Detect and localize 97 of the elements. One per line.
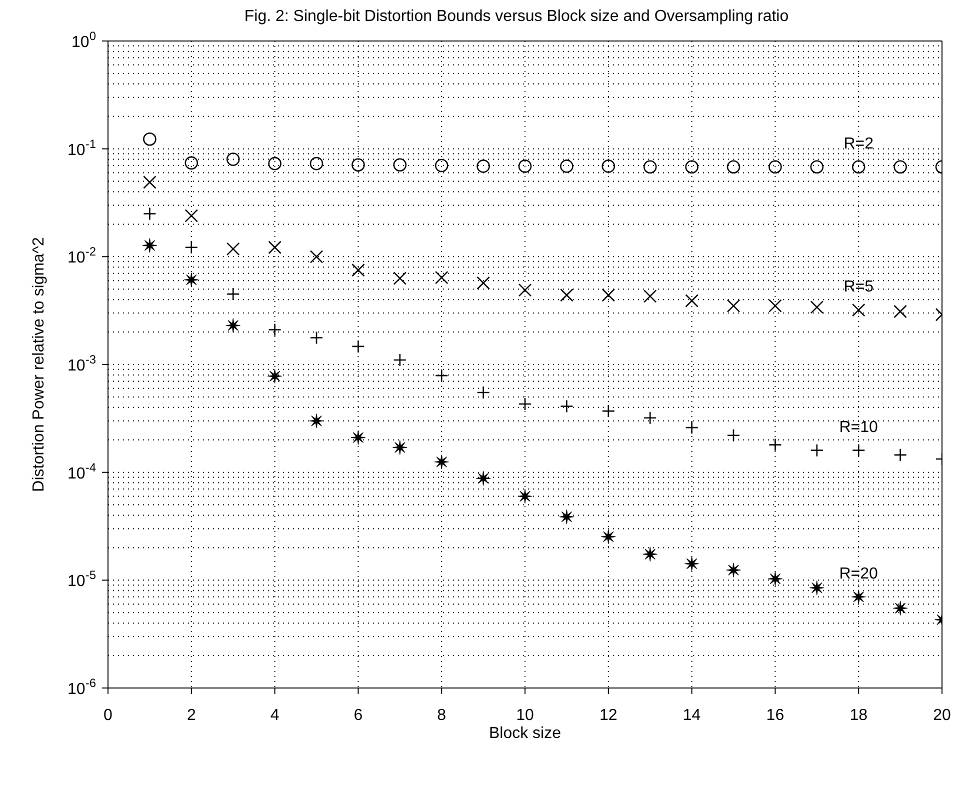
point <box>350 430 366 445</box>
point <box>434 368 448 382</box>
point <box>184 156 198 170</box>
point <box>602 288 616 302</box>
x-tick-label: 10 <box>516 707 534 724</box>
point <box>810 300 824 314</box>
point <box>184 272 199 288</box>
point <box>268 156 282 170</box>
point <box>352 263 365 277</box>
point <box>393 353 407 367</box>
y-tick-label: 10$^{-5}$ <box>68 568 96 590</box>
point <box>226 318 240 333</box>
point <box>726 160 740 174</box>
point <box>894 160 907 174</box>
series-label: R=10 <box>839 418 878 436</box>
point <box>685 294 698 308</box>
point <box>560 288 574 302</box>
point <box>894 448 907 462</box>
y-tick-label: 10$^{-6}$ <box>68 676 96 698</box>
point <box>184 240 198 254</box>
point <box>476 276 490 290</box>
point <box>226 152 240 166</box>
point <box>684 556 700 572</box>
point <box>852 160 866 174</box>
point <box>810 160 824 174</box>
point <box>393 158 407 172</box>
x-tick-label: 20 <box>933 707 951 724</box>
point <box>810 580 824 596</box>
series-label: R=5 <box>844 278 874 296</box>
point <box>393 272 407 285</box>
point <box>310 331 324 344</box>
point <box>310 250 324 264</box>
point <box>309 414 324 428</box>
point <box>434 270 448 284</box>
point <box>434 158 448 172</box>
point <box>768 571 782 586</box>
y-axis-title: Distortion Power relative to sigma^2 <box>30 237 48 492</box>
x-tick-label: 2 <box>186 707 196 724</box>
point <box>226 242 240 256</box>
point <box>602 404 616 418</box>
point <box>352 158 365 172</box>
point <box>643 290 657 303</box>
point <box>768 299 782 312</box>
x-tick-label: 18 <box>850 707 868 724</box>
point <box>726 428 740 442</box>
point <box>518 397 532 411</box>
y-tick-label: 10$^{-2}$ <box>68 244 96 267</box>
series-label: R=2 <box>844 135 874 152</box>
point <box>226 287 240 301</box>
y-tick-label: 10$^{-4}$ <box>68 460 96 482</box>
point <box>476 160 490 173</box>
point <box>268 368 282 384</box>
point <box>852 444 866 457</box>
point <box>560 160 574 173</box>
point <box>602 160 616 173</box>
point <box>893 600 908 616</box>
point <box>726 562 741 578</box>
x-tick-label: 6 <box>354 707 363 724</box>
point <box>685 420 698 434</box>
x-axis-title: Block size <box>488 725 562 742</box>
point <box>518 160 532 173</box>
point <box>518 283 532 297</box>
point <box>268 240 282 254</box>
y-tick-label: 10$^{0}$ <box>72 29 96 51</box>
point <box>184 209 198 222</box>
series-label: R=20 <box>839 565 878 582</box>
point <box>726 299 740 312</box>
point <box>810 444 824 457</box>
point <box>310 156 324 170</box>
x-tick-label: 0 <box>104 707 113 724</box>
chart-title: Fig. 2: Single-bit Distortion Bounds versus Block size and Oversampling ratio <box>243 8 790 27</box>
point <box>643 160 657 174</box>
point <box>434 454 449 470</box>
point <box>352 340 365 354</box>
point <box>559 509 574 524</box>
y-tick-label: 10$^{-3}$ <box>68 352 96 374</box>
x-tick-label: 14 <box>682 707 701 724</box>
point <box>601 529 616 544</box>
point <box>852 303 866 317</box>
y-tick-label: 10$^{-1}$ <box>68 136 96 159</box>
point <box>643 411 657 425</box>
point <box>392 440 408 455</box>
point <box>768 160 782 174</box>
point <box>476 386 490 400</box>
x-tick-label: 8 <box>437 707 446 724</box>
point <box>476 471 491 486</box>
x-tick-label: 4 <box>270 707 280 724</box>
point <box>142 238 157 253</box>
point <box>685 160 698 174</box>
point <box>642 546 658 562</box>
point <box>851 590 866 604</box>
x-tick-label: 16 <box>766 707 784 724</box>
point <box>143 176 156 189</box>
point <box>143 132 156 146</box>
point <box>518 488 532 504</box>
x-tick-label: 12 <box>600 707 618 724</box>
point <box>894 304 907 318</box>
